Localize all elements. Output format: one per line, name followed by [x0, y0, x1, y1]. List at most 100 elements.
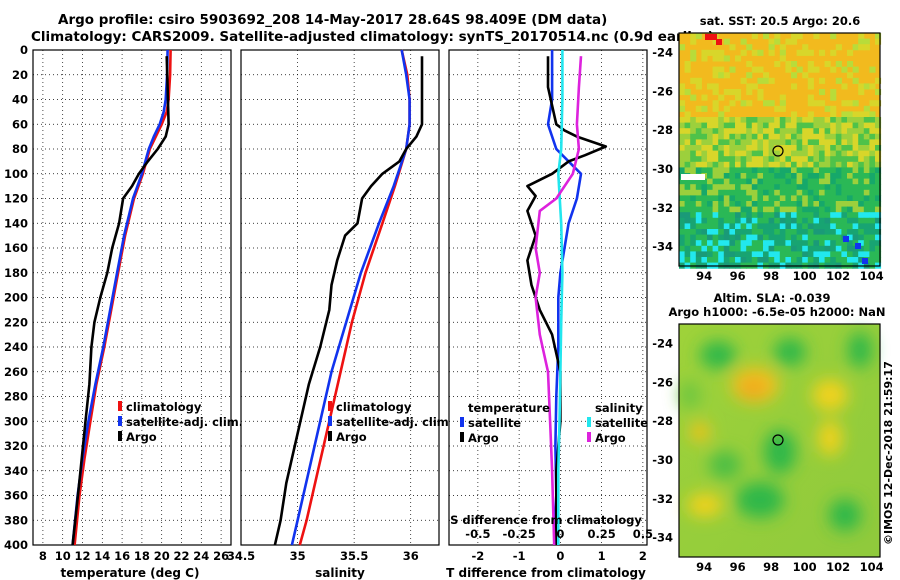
- sst-cell: [869, 128, 876, 135]
- sst-cell: [807, 156, 814, 163]
- sst-cell: [785, 223, 792, 230]
- sst-cell: [751, 240, 758, 247]
- sst-cell: [824, 173, 831, 180]
- sst-cell: [751, 128, 758, 135]
- series-t-argo: [526, 56, 608, 545]
- sst-cell: [684, 245, 691, 252]
- sst-cell: [707, 201, 714, 208]
- sst-cell: [746, 100, 753, 107]
- sst-cell: [847, 167, 854, 174]
- sst-cell: [701, 240, 708, 247]
- sst-cell: [835, 61, 842, 68]
- sst-cell: [712, 117, 719, 124]
- sst-cell: [813, 33, 820, 40]
- sst-cell: [807, 223, 814, 230]
- sst-cell: [774, 150, 781, 157]
- sst-cell: [735, 251, 742, 258]
- sst-cell: [768, 240, 775, 247]
- sst-cell: [791, 212, 798, 219]
- y-tick-label: 220: [4, 315, 28, 329]
- sst-cell: [707, 49, 714, 56]
- sst-cell: [791, 61, 798, 68]
- sst-cell: [807, 111, 814, 118]
- sst-cell: [824, 161, 831, 168]
- sst-cell: [729, 206, 736, 213]
- sst-cell: [712, 195, 719, 202]
- sst-cell: [746, 201, 753, 208]
- sst-cell: [679, 105, 686, 112]
- sst-cell: [718, 251, 725, 258]
- sst-cell: [830, 161, 837, 168]
- y-tick-label: 120: [4, 192, 28, 206]
- sst-cell: [757, 117, 764, 124]
- sst-cell: [858, 223, 865, 230]
- sst-cell: [863, 128, 870, 135]
- sst-cell: [684, 167, 691, 174]
- sst-cell: [751, 161, 758, 168]
- sst-cell: [835, 161, 842, 168]
- sst-cell: [707, 195, 714, 202]
- s-tick-label: 0: [556, 527, 564, 541]
- sst-cell: [830, 240, 837, 247]
- sst-cell: [684, 61, 691, 68]
- sst-cell: [729, 178, 736, 185]
- sst-cell: [701, 105, 708, 112]
- sst-cell: [718, 217, 725, 224]
- sst-cell: [869, 83, 876, 90]
- sst-cell: [701, 245, 708, 252]
- x-tick-label: 22: [173, 549, 189, 563]
- sst-cell: [695, 133, 702, 140]
- sst-cell: [819, 139, 826, 146]
- sst-cell: [779, 217, 786, 224]
- sst-cell: [858, 156, 865, 163]
- sst-cell: [707, 178, 714, 185]
- sst-cell: [695, 217, 702, 224]
- temperature-xlabel: temperature (deg C): [61, 566, 200, 580]
- sst-cell: [841, 122, 848, 129]
- sst-cell: [863, 133, 870, 140]
- sst-cell: [684, 111, 691, 118]
- sst-cell: [740, 161, 747, 168]
- sst-cell: [830, 184, 837, 191]
- sst-cell: [757, 145, 764, 152]
- sst-cell: [830, 223, 837, 230]
- x-tick-label: 10: [55, 549, 71, 563]
- sst-cell: [796, 245, 803, 252]
- sst-cell: [757, 178, 764, 185]
- sst-cell: [746, 229, 753, 236]
- sst-cell: [852, 217, 859, 224]
- sst-cell: [723, 89, 730, 96]
- sst-cell: [796, 229, 803, 236]
- sst-cell: [746, 184, 753, 191]
- sst-cell: [729, 234, 736, 241]
- sst-cell: [847, 234, 854, 241]
- sst-cell: [785, 61, 792, 68]
- sst-cell: [757, 223, 764, 230]
- sst-cell: [712, 234, 719, 241]
- sst-cell: [830, 195, 837, 202]
- sst-cell: [751, 117, 758, 124]
- sla-blob: [812, 379, 848, 411]
- sst-cell: [858, 195, 865, 202]
- sst-cell: [757, 77, 764, 84]
- sst-cell: [701, 150, 708, 157]
- sst-cell: [751, 234, 758, 241]
- sst-cell: [712, 156, 719, 163]
- sst-cell: [768, 145, 775, 152]
- sst-cell: [852, 251, 859, 258]
- legend-climatology-swatch: [118, 401, 122, 411]
- sst-cell: [858, 184, 865, 191]
- sst-cell: [768, 44, 775, 51]
- sst-cell: [785, 139, 792, 146]
- sst-cell: [695, 234, 702, 241]
- sst-cell: [869, 201, 876, 208]
- sst-cell: [779, 100, 786, 107]
- sst-cell: [679, 156, 686, 163]
- sst-cell: [791, 217, 798, 224]
- sst-cell: [847, 72, 854, 79]
- map-x-tick-label: 100: [793, 560, 817, 574]
- sst-cell: [684, 212, 691, 219]
- sst-cell: [863, 234, 870, 241]
- sst-cell: [847, 178, 854, 185]
- sst-cell: [807, 61, 814, 68]
